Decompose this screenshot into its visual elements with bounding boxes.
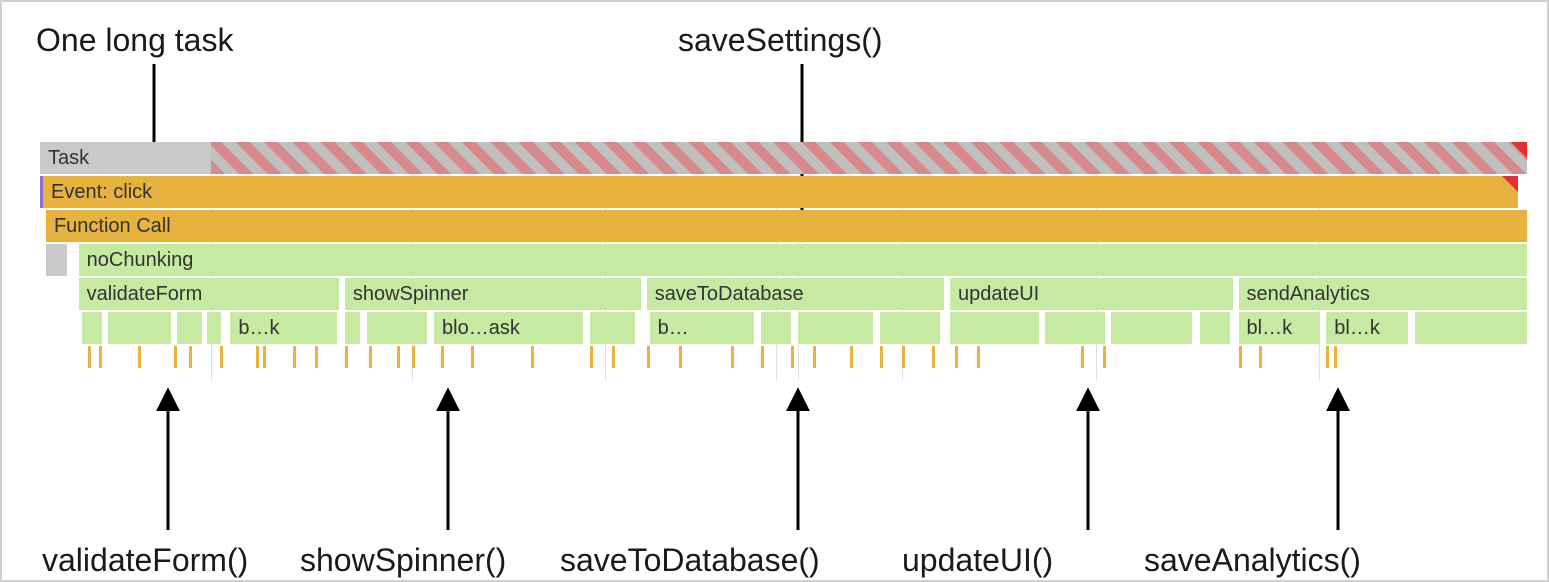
tick-mark [471,346,474,368]
flame-chart: TaskEvent: clickFunction CallnoChunkingv… [40,142,1527,380]
ticks-row [40,346,1527,380]
flame-bar: saveToDatabase [647,278,944,310]
tick-mark [612,346,615,368]
tick-mark [791,346,794,368]
tick-mark [1239,346,1242,368]
tick-mark [220,346,223,368]
tick-mark [263,346,266,368]
flame-bar [1111,312,1193,344]
tick-mark [293,346,296,368]
flame-bar [207,312,222,344]
flame-row-task: Task [40,142,1527,174]
label-one-long-task: One long task [36,22,233,59]
label-update-ui: updateUI() [902,542,1053,579]
label-validate-form: validateForm() [42,542,248,579]
tick-mark [345,346,348,368]
tick-mark [256,346,259,368]
flame-bar [345,312,360,344]
flame-bar [46,244,67,276]
tick-mark [731,346,734,368]
tick-mark [902,346,905,368]
tick-mark [412,346,415,368]
tick-mark [880,346,883,368]
tick-mark [397,346,400,368]
flame-bar: showSpinner [345,278,641,310]
flame-rows: TaskEvent: clickFunction CallnoChunkingv… [40,142,1527,344]
tick-mark [189,346,192,368]
tick-mark [679,346,682,368]
flame-bar: bl…k [1239,312,1321,344]
flame-bar [590,312,635,344]
label-save-settings: saveSettings() [678,22,883,59]
tick-mark [138,346,141,368]
flame-bar: updateUI [950,278,1233,310]
flame-row-funcs: validateFormshowSpinnersaveToDatabaseupd… [40,278,1527,310]
flame-row-fncall: Function Call [40,210,1527,242]
label-save-analytics: saveAnalytics() [1144,542,1361,579]
flame-bar [798,312,872,344]
tick-mark [932,346,935,368]
tick-mark [88,346,91,368]
long-task-marker-icon [1502,176,1518,192]
flame-bar: Event: click [40,176,1518,208]
flame-bar [1415,312,1527,344]
flame-bar: blo…ask [434,312,583,344]
flame-bar [108,312,170,344]
flame-bar [367,312,426,344]
flame-bar: noChunking [79,244,1527,276]
label-save-to-db: saveToDatabase() [560,542,820,579]
tick-mark [174,346,177,368]
tick-mark [1081,346,1084,368]
flame-row-event: Event: click [40,176,1527,208]
flame-bar [761,312,791,344]
tick-mark [315,346,318,368]
diagram-frame: One long task saveSettings() TaskEvent: … [0,0,1549,582]
flame-row-blocks: b…k blo…ask b… bl…kbl…k [40,312,1527,344]
flame-bar: b… [650,312,754,344]
flame-bar: bl…k [1326,312,1408,344]
flame-bar [82,312,103,344]
tick-mark [955,346,958,368]
flame-bar: b…k [230,312,337,344]
flame-row-nochunk: noChunking [40,244,1527,276]
tick-mark [1103,346,1106,368]
tick-mark [531,346,534,368]
tick-mark [850,346,853,368]
flame-bar: Task [40,142,211,174]
tick-mark [1334,346,1337,368]
tick-mark [369,346,372,368]
flame-bar [1045,312,1104,344]
flame-bar [1200,312,1230,344]
tick-mark [977,346,980,368]
tick-mark [813,346,816,368]
flame-bar [950,312,1039,344]
flame-bar: Function Call [46,210,1527,242]
tick-mark [99,346,102,368]
label-show-spinner: showSpinner() [300,542,506,579]
tick-mark [1326,346,1329,368]
tick-mark [441,346,444,368]
tick-mark [1259,346,1262,368]
flame-bar [177,312,202,344]
flame-bar: sendAnalytics [1239,278,1527,310]
flame-bar [211,142,1527,174]
flame-bar: validateForm [79,278,339,310]
long-task-marker-icon [1511,142,1527,158]
tick-mark [761,346,764,368]
tick-mark [647,346,650,368]
flame-bar [880,312,939,344]
tick-mark [590,346,593,368]
